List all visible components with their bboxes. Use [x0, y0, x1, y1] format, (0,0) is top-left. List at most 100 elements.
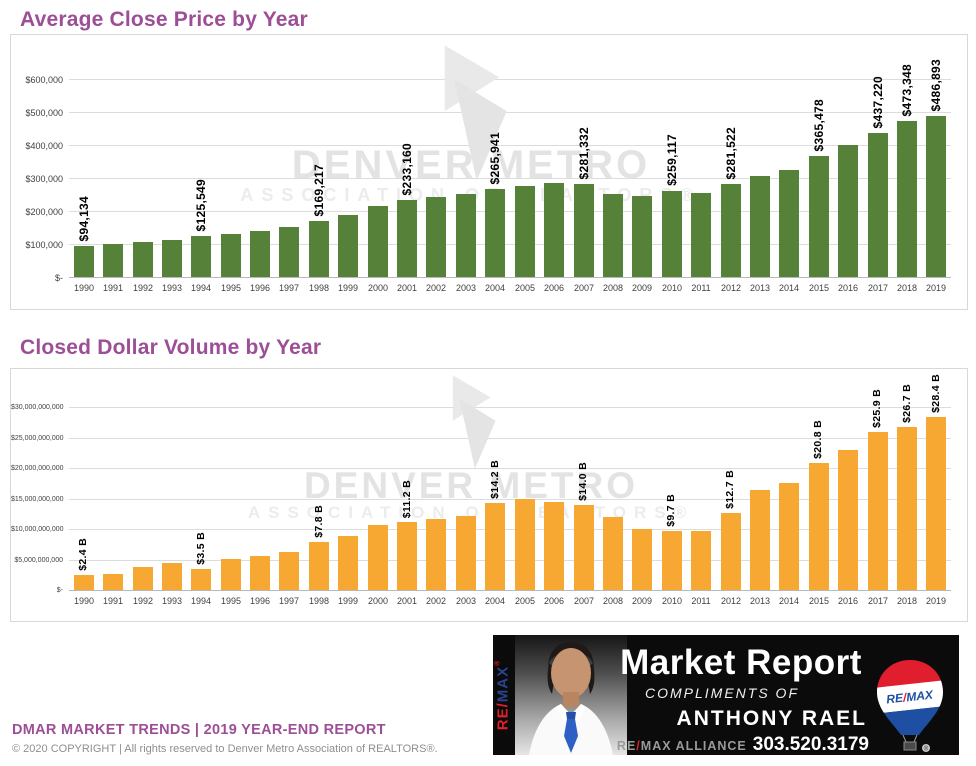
y-axis-tick-label: $400,000 [25, 141, 63, 151]
x-axis-label-1994: 1994 [190, 283, 212, 293]
data-label-2010: $9.7 B [665, 494, 677, 527]
data-label-2018: $473,348 [900, 63, 914, 116]
x-axis-label-2015: 2015 [808, 283, 830, 293]
bar-1999 [338, 215, 358, 277]
y-axis-tick-label: $15,000,000,000 [11, 496, 64, 503]
gridline [69, 112, 951, 113]
data-label-2017: $25.9 B [871, 389, 883, 428]
x-axis-label-1991: 1991 [102, 596, 124, 606]
bar-1995 [221, 559, 241, 590]
remax-balloon-logo: RE/MAX ® [873, 658, 947, 759]
x-axis-label-2000: 2000 [367, 596, 389, 606]
footer-report-title: DMAR MARKET TRENDS | 2019 YEAR-END REPOR… [12, 722, 386, 738]
remax-vertical-brand: RE/MAX® [490, 635, 516, 755]
bar-2019 [926, 417, 946, 590]
bar-2004 [485, 189, 505, 277]
x-axis-label-2012: 2012 [720, 596, 742, 606]
dmar-logo-icon [452, 375, 496, 469]
bar-2018 [897, 121, 917, 277]
gridline [69, 244, 951, 245]
bar-2000 [368, 525, 388, 590]
bar-1993 [162, 240, 182, 277]
bar-2013 [750, 490, 770, 590]
x-axis-label-2013: 2013 [749, 283, 771, 293]
x-axis-label-2012: 2012 [720, 283, 742, 293]
data-label-2018: $26.7 B [901, 384, 913, 423]
x-axis-label-1993: 1993 [161, 283, 183, 293]
x-axis-label-2018: 2018 [896, 596, 918, 606]
x-axis-label-1992: 1992 [132, 596, 154, 606]
bar-1992 [133, 567, 153, 590]
agent-headshot-photo [515, 635, 627, 755]
bar-1991 [103, 574, 123, 590]
gridline [69, 468, 951, 469]
data-label-2004: $14.2 B [489, 460, 501, 499]
data-label-2004: $265,941 [488, 131, 502, 184]
gridline [69, 79, 951, 80]
x-axis-label-2017: 2017 [867, 596, 889, 606]
bar-2001 [397, 522, 417, 590]
bar-1997 [279, 552, 299, 590]
bar-2003 [456, 516, 476, 590]
x-axis-label-2011: 2011 [691, 283, 711, 293]
x-axis-label-2004: 2004 [484, 596, 506, 606]
bar-2013 [750, 176, 770, 277]
data-label-2001: $233,160 [400, 142, 414, 195]
bar-1996 [250, 231, 270, 277]
data-label-1990: $94,134 [77, 195, 91, 241]
closed-dollar-volume-chart: DENVER METRO ASSOCIATION OF REALTORS® $3… [10, 368, 968, 622]
data-label-2017: $437,220 [871, 75, 885, 128]
data-label-2019: $486,893 [929, 58, 943, 111]
bar-2017 [868, 133, 888, 277]
x-axis-label-1997: 1997 [278, 596, 300, 606]
bar-2010 [662, 191, 682, 277]
bar-1998 [309, 542, 329, 590]
x-axis-label-2007: 2007 [573, 596, 595, 606]
bar-2002 [426, 519, 446, 590]
dmar-logo-icon [444, 45, 507, 181]
x-axis-label-2016: 2016 [837, 596, 859, 606]
data-label-2015: $20.8 B [812, 420, 824, 459]
bar-1990 [74, 575, 94, 590]
x-axis-label-2015: 2015 [808, 596, 830, 606]
data-label-1994: $3.5 B [195, 532, 207, 565]
bar-1994 [191, 236, 211, 277]
bar-1997 [279, 227, 299, 277]
average-close-price-chart: DENVER METRO ASSOCIATION OF REALTORS® $6… [10, 34, 968, 310]
gridline [69, 438, 951, 439]
x-axis-label-1990: 1990 [73, 283, 95, 293]
x-axis-label-1993: 1993 [161, 596, 183, 606]
x-axis-label-2013: 2013 [749, 596, 771, 606]
bar-2008 [603, 517, 623, 590]
bar-1991 [103, 244, 123, 277]
bar-1992 [133, 242, 153, 277]
bar-2017 [868, 432, 888, 590]
x-axis-label-2001: 2001 [396, 283, 418, 293]
bar-2008 [603, 194, 623, 277]
gridline [69, 529, 951, 530]
x-axis-label-2018: 2018 [896, 283, 918, 293]
remax-banner: RE/MAX® Market Report COMPLIMENTS OF ANT… [493, 635, 959, 755]
x-axis-label-2002: 2002 [425, 283, 447, 293]
y-axis-tick-label: $500,000 [25, 108, 63, 118]
x-axis-label-1998: 1998 [308, 283, 330, 293]
data-label-2001: $11.2 B [401, 479, 413, 518]
y-axis-tick-label: $10,000,000,000 [11, 526, 64, 533]
data-label-2007: $14.0 B [577, 462, 589, 501]
bar-2014 [779, 483, 799, 590]
x-axis-label-1997: 1997 [278, 283, 300, 293]
x-axis-line [69, 590, 951, 591]
x-axis-label-2016: 2016 [837, 283, 859, 293]
x-axis-label-2004: 2004 [484, 283, 506, 293]
bar-2014 [779, 170, 799, 277]
bar-2001 [397, 200, 417, 277]
y-axis-tick-label: $25,000,000,000 [11, 435, 64, 442]
x-axis-label-2011: 2011 [691, 596, 711, 606]
bar-1993 [162, 563, 182, 590]
x-axis-label-2019: 2019 [925, 596, 947, 606]
brokerage-name: RE/MAX ALLIANCE [616, 739, 747, 753]
bar-1995 [221, 234, 241, 277]
data-label-1998: $7.8 B [313, 505, 325, 538]
x-axis-label-2003: 2003 [455, 596, 477, 606]
bar-2019 [926, 116, 946, 277]
